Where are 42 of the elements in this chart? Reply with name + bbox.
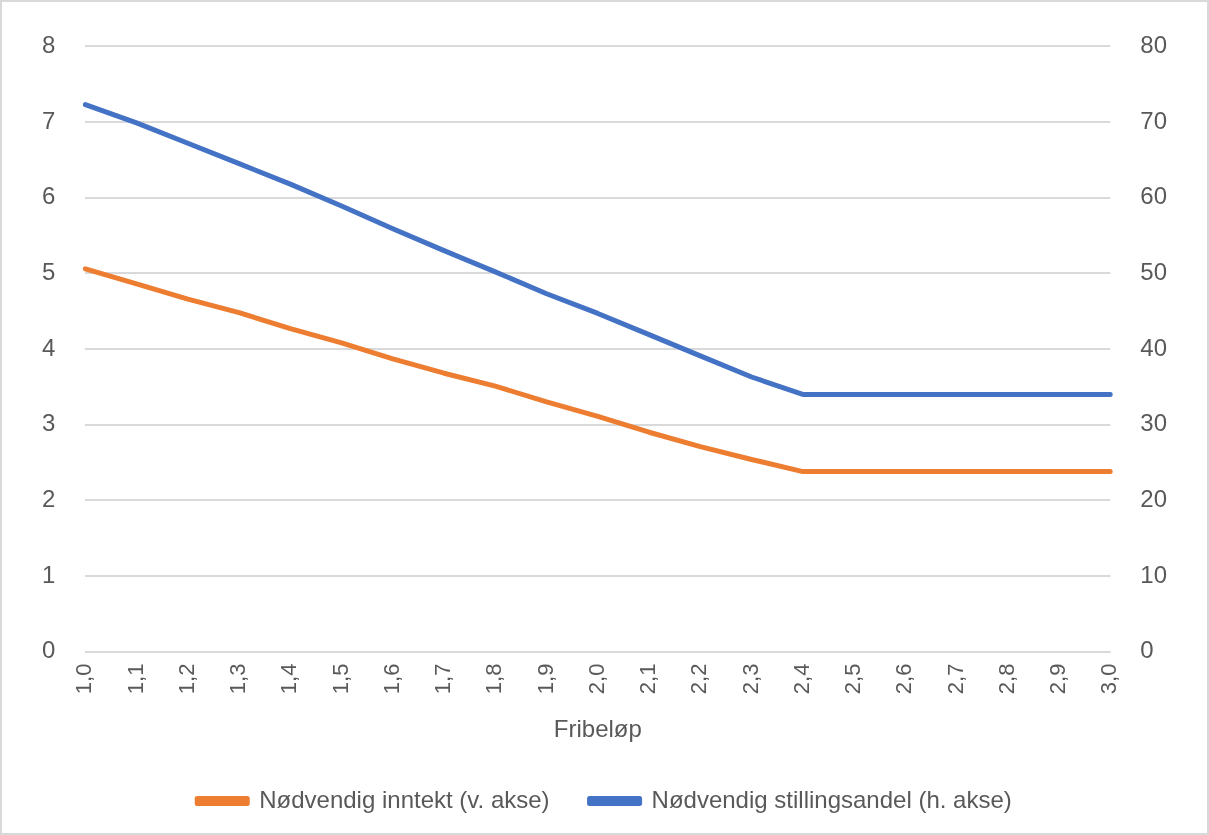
x-tick-label: 1,5 [327, 663, 353, 695]
x-tick-label: 1,7 [430, 663, 456, 695]
x-tick-label: 1,8 [481, 663, 507, 695]
x-tick-label: 2,2 [686, 663, 712, 695]
y-tick-label: 0 [41, 636, 56, 664]
y-tick-label: 5 [41, 257, 56, 285]
y2-tick-label: 0 [1140, 636, 1154, 664]
y2-tick-label: 10 [1140, 560, 1168, 588]
y2-tick-label: 20 [1140, 484, 1168, 512]
y-tick-label: 7 [41, 106, 56, 134]
x-tick-label: 2,7 [942, 663, 968, 695]
y-tick-label: 1 [41, 560, 56, 588]
y2-tick-label: 70 [1140, 106, 1168, 134]
y-tick-label: 2 [41, 484, 56, 512]
legend-label: Nødvendig stillingsandel (h. akse) [651, 785, 1012, 813]
y-tick-label: 6 [41, 182, 56, 210]
x-tick-label: 1,2 [173, 663, 199, 695]
x-tick-label: 2,5 [840, 663, 866, 695]
y2-tick-label: 30 [1140, 409, 1168, 437]
x-axis-title: Fribeløp [553, 715, 642, 743]
y-tick-label: 4 [41, 333, 56, 361]
x-tick-label: 2,0 [583, 663, 609, 695]
y2-tick-label: 60 [1140, 182, 1168, 210]
x-tick-label: 1,6 [378, 663, 404, 695]
y2-tick-label: 80 [1140, 31, 1168, 59]
legend-label: Nødvendig inntekt (v. akse) [259, 785, 550, 813]
x-tick-label: 2,9 [1045, 663, 1071, 695]
x-tick-label: 2,3 [737, 663, 763, 695]
y2-tick-label: 50 [1140, 257, 1168, 285]
y-tick-label: 8 [41, 31, 56, 59]
x-tick-label: 2,8 [993, 663, 1019, 695]
x-tick-label: 1,9 [532, 663, 558, 695]
x-tick-label: 2,4 [788, 663, 814, 695]
x-tick-label: 1,0 [71, 663, 97, 695]
y2-tick-label: 40 [1140, 333, 1168, 361]
x-tick-label: 3,0 [1096, 663, 1122, 695]
x-tick-label: 1,3 [225, 663, 251, 695]
x-tick-label: 1,1 [122, 663, 148, 695]
x-tick-label: 2,6 [891, 663, 917, 695]
y-tick-label: 3 [41, 409, 56, 437]
x-tick-label: 2,1 [635, 663, 661, 695]
x-tick-label: 1,4 [276, 663, 302, 695]
